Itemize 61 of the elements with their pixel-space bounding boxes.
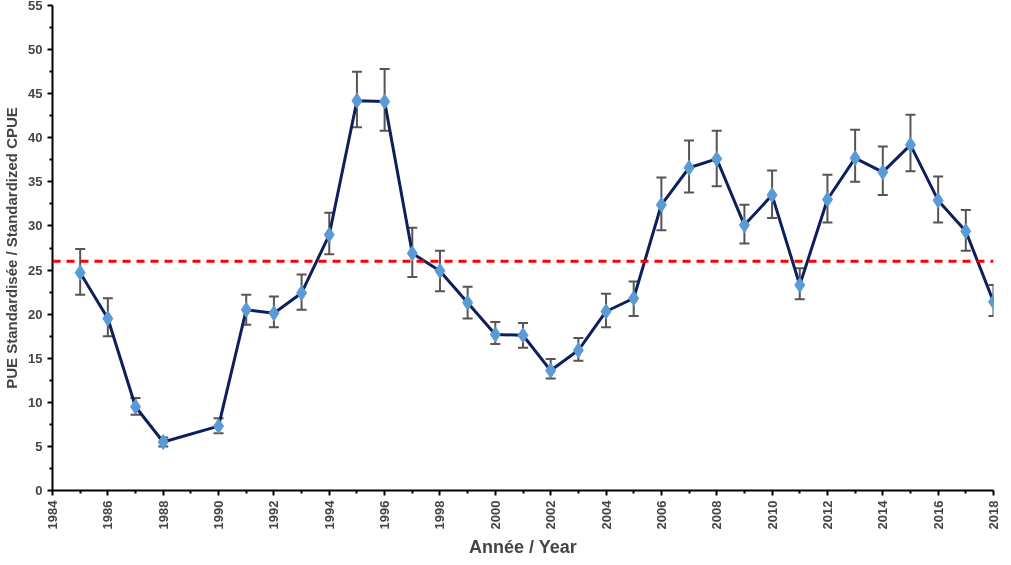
x-tick-label: 2010: [764, 500, 780, 530]
point: [406, 245, 418, 262]
x-tick-label: 1996: [377, 500, 393, 530]
x-tick-label: 1998: [432, 500, 448, 530]
point: [102, 310, 114, 327]
y-tick-label: 55: [28, 0, 43, 13]
point: [268, 305, 280, 322]
point: [296, 284, 308, 301]
x-tick-label: 2008: [709, 500, 725, 530]
x-tick-label: 2000: [487, 500, 503, 530]
point: [379, 93, 391, 110]
point: [794, 277, 806, 294]
point: [849, 150, 861, 167]
x-tick-label: 2002: [543, 500, 559, 530]
x-tick-label: 2016: [930, 500, 946, 530]
x-tick-label: 1990: [211, 500, 227, 530]
point: [683, 159, 695, 176]
point: [462, 294, 474, 311]
y-tick-label: 35: [28, 174, 43, 190]
x-tick-label: 2012: [819, 500, 835, 530]
y-tick-label: 20: [28, 306, 43, 322]
y-tick-label: 25: [28, 262, 43, 278]
x-tick-label: 1988: [155, 500, 171, 530]
point: [545, 362, 557, 379]
x-tick-label: 1994: [321, 499, 337, 530]
y-tick-label: 50: [28, 42, 43, 58]
x-tick-label: 2018: [986, 500, 1001, 530]
y-axis-title: PUE Standardisée / Standardized CPUE: [3, 107, 21, 389]
x-tick-label: 2006: [653, 500, 669, 530]
y-tick-label: 30: [28, 218, 43, 234]
point: [351, 92, 363, 109]
x-tick-label: 2004: [598, 499, 614, 530]
y-tick-label: 10: [28, 394, 43, 410]
point: [517, 327, 529, 344]
point: [711, 150, 723, 167]
y-tick-label: 45: [28, 86, 43, 102]
x-tick-label: 1986: [100, 500, 116, 530]
y-tick-label: 40: [28, 130, 43, 146]
point: [877, 164, 889, 181]
x-tick-label: 1984: [45, 499, 60, 530]
point: [600, 303, 612, 320]
point: [434, 262, 446, 279]
point: [821, 191, 833, 208]
point: [489, 326, 501, 343]
point: [628, 290, 640, 307]
y-tick-label: 15: [28, 350, 43, 366]
point: [572, 342, 584, 359]
point: [240, 301, 252, 318]
point: [74, 264, 86, 281]
x-tick-label: 2014: [875, 499, 891, 530]
point: [738, 217, 750, 234]
y-tick-label: 0: [35, 483, 43, 498]
point: [904, 136, 916, 153]
y-tick-label: 5: [35, 438, 43, 454]
x-axis-title: Année / Year: [468, 537, 577, 558]
point: [766, 187, 778, 204]
point: [960, 223, 972, 240]
point: [655, 196, 667, 213]
point: [323, 226, 335, 243]
point: [932, 192, 944, 209]
x-tick-label: 1992: [266, 500, 282, 530]
